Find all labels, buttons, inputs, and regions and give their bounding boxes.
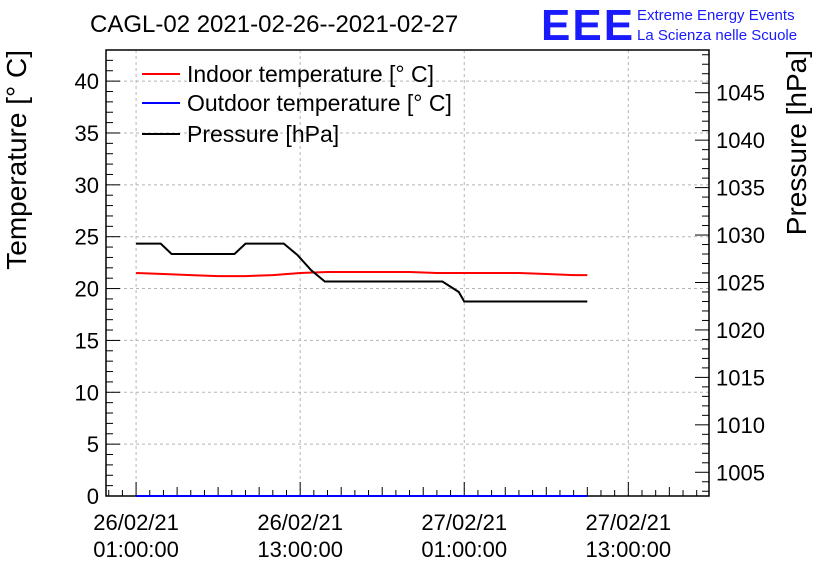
y-axis-title: Temperature [° C] [1,50,32,270]
x-tick-label-date: 27/02/21 [421,510,507,535]
y2-tick-label: 1015 [716,365,765,390]
y2-tick-label: 1035 [716,176,765,201]
logo-line-2: La Scienza nelle Scuole [637,27,797,44]
series-layer [136,242,588,497]
logo-main-text: EEE [541,1,635,50]
y-tick-label: 10 [75,380,99,405]
y2-tick-label: 1040 [716,128,765,153]
y-tick-label: 35 [75,121,99,146]
axes: 0510152025303540100510101015102010251030… [1,49,812,562]
legend: Indoor temperature [° C] Outdoor temperat… [142,61,452,147]
legend-label: Outdoor temperature [° C] [187,90,452,116]
y2-tick-label: 1010 [716,413,765,438]
y-tick-label: 0 [87,484,99,509]
x-tick-label-time: 13:00:00 [586,537,672,562]
y2-tick-label: 1005 [716,460,765,485]
chart-title: CAGL-02 2021-02-26--2021-02-27 [90,11,458,38]
series-pressure-line [136,242,588,303]
x-tick-label-time: 01:00:00 [421,537,507,562]
legend-label: Indoor temperature [° C] [187,61,434,87]
x-tick-label-time: 01:00:00 [93,537,179,562]
x-tick-label-date: 27/02/21 [586,510,672,535]
y-tick-label: 30 [75,173,99,198]
y-tick-label: 25 [75,225,99,250]
y2-tick-label: 1030 [716,223,765,248]
y-tick-label: 15 [75,328,99,353]
x-tick-label-date: 26/02/21 [93,510,179,535]
y-tick-label: 5 [87,432,99,457]
y2-tick-label: 1045 [716,81,765,106]
y-tick-label: 40 [75,69,99,94]
legend-label: Pressure [hPa] [187,121,339,147]
x-tick-label-time: 13:00:00 [257,537,343,562]
series-indoor-line [136,271,588,278]
y-tick-label: 20 [75,277,99,302]
y2-axis-title: Pressure [hPa] [781,50,812,235]
eee-logo: EEE Extreme Energy Events La Scienza nel… [541,1,797,50]
x-tick-label-date: 26/02/21 [257,510,343,535]
logo-line-1: Extreme Energy Events [637,7,795,24]
y2-tick-label: 1020 [716,318,765,343]
y2-tick-label: 1025 [716,270,765,295]
